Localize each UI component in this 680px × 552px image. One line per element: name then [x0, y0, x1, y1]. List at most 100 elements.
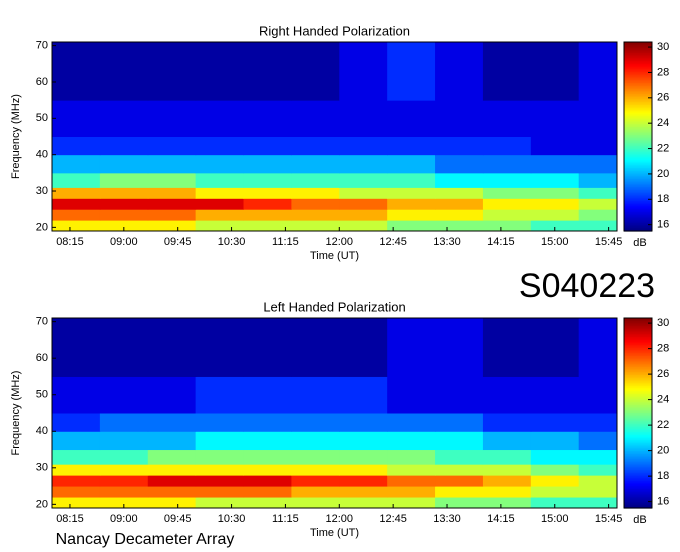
colorbar-swatch	[624, 152, 652, 155]
colorbar-swatch	[624, 97, 652, 100]
colorbar-swatch	[624, 449, 652, 452]
colorbar-swatch	[624, 87, 652, 90]
colorbar-frame	[623, 41, 653, 232]
colorbar-swatch	[624, 98, 652, 101]
y-tick-label: 30	[36, 462, 48, 474]
heat-cell	[243, 220, 292, 232]
colorbar-swatch	[624, 119, 652, 122]
colorbar-swatch	[624, 183, 652, 186]
x-tick-label: 12:00	[326, 236, 354, 248]
heat-cell	[195, 486, 245, 498]
x-tick-label: 13:30	[433, 513, 461, 525]
heat-cell	[578, 497, 618, 509]
heat-cell	[147, 464, 197, 476]
colorbar-swatch	[624, 71, 652, 75]
colorbar-swatch	[624, 343, 652, 346]
heat-cell	[387, 187, 436, 199]
heat-cell	[435, 42, 484, 101]
heat-cell	[530, 376, 580, 414]
heat-cell	[147, 172, 197, 188]
colorbar-swatch	[624, 70, 652, 73]
colorbar-swatch	[624, 153, 652, 156]
colorbar-swatch	[624, 106, 652, 109]
colorbar-tick-label: 16	[657, 496, 669, 508]
colorbar-swatch	[624, 202, 652, 205]
colorbar-swatch	[624, 479, 652, 482]
colorbar-swatch	[624, 422, 652, 425]
heat-cell	[99, 431, 149, 451]
colorbar-swatch	[624, 186, 652, 190]
colorbar-swatch	[624, 215, 652, 218]
colorbar-swatch	[624, 93, 652, 97]
heat-cell	[99, 172, 149, 188]
colorbar-tick-label: 22	[657, 419, 669, 431]
colorbar-swatch	[624, 45, 652, 48]
colorbar-swatch	[624, 378, 652, 381]
heat-cell	[99, 198, 149, 210]
heat-cell	[99, 209, 149, 221]
heat-cell	[291, 100, 340, 137]
colorbar-swatch	[624, 408, 652, 411]
colorbar-swatch	[624, 160, 652, 163]
heat-cell	[243, 209, 292, 221]
colorbar-swatch	[624, 332, 652, 335]
colorbar-swatch	[624, 156, 652, 160]
heat-cell	[435, 431, 484, 451]
colorbar-swatch	[624, 441, 652, 444]
colorbar-swatch	[624, 428, 652, 432]
colorbar-swatch	[624, 221, 652, 224]
colorbar-swatch	[624, 130, 652, 133]
colorbar-swatch	[624, 389, 652, 392]
colorbar-swatch	[624, 398, 652, 401]
colorbar-swatch	[624, 504, 652, 508]
colorbar-swatch	[624, 105, 652, 108]
x-tick-label: 13:30	[433, 236, 461, 248]
heat-cell	[339, 318, 388, 377]
colorbar-swatch	[624, 92, 652, 95]
x-tick-label: 11:15	[272, 513, 299, 525]
colorbar-swatch	[624, 470, 652, 473]
heat-cell	[435, 198, 484, 210]
heat-cell	[530, 449, 580, 465]
colorbar-swatch	[624, 474, 652, 477]
colorbar-swatch	[624, 144, 652, 147]
colorbar-swatch	[624, 325, 652, 329]
colorbar-swatch	[624, 427, 652, 430]
heat-cell	[482, 187, 532, 199]
y-tick-label: 50	[36, 389, 48, 401]
heat-cell	[195, 464, 245, 476]
colorbar-swatch	[624, 400, 652, 403]
heat-cell	[387, 376, 436, 414]
heat-cell	[243, 198, 292, 210]
colorbar-swatch	[624, 125, 652, 128]
colorbar-swatch	[624, 465, 652, 468]
heat-cell	[243, 413, 292, 432]
colorbar-swatch	[624, 468, 652, 471]
x-tick-label: 11:15	[272, 236, 299, 248]
heat-cell	[99, 464, 149, 476]
colorbar-swatch	[624, 204, 652, 207]
colorbar-swatch	[624, 493, 652, 496]
colorbar-swatch	[624, 384, 652, 387]
heat-cell	[435, 475, 484, 487]
colorbar-swatch	[624, 64, 652, 67]
heat-cell	[435, 154, 484, 174]
x-tick-label: 15:00	[541, 236, 569, 248]
page-title: S040223	[519, 267, 655, 305]
heat-cell	[482, 220, 532, 232]
heat-cell	[578, 486, 618, 498]
heat-cell	[195, 413, 245, 432]
heat-cell	[387, 154, 436, 174]
heat-cell	[482, 497, 532, 509]
colorbar-swatch	[624, 117, 652, 120]
heat-cell	[147, 431, 197, 451]
colorbar-swatch	[624, 138, 652, 141]
colorbar-swatch	[624, 65, 652, 68]
colorbar-swatch	[624, 473, 652, 476]
colorbar-swatch	[624, 397, 652, 400]
colorbar-swatch	[624, 122, 652, 125]
heat-cell	[435, 187, 484, 199]
colorbar-swatch	[624, 370, 652, 373]
x-tick-label: 14:15	[487, 236, 515, 248]
heat-cell	[147, 209, 197, 221]
